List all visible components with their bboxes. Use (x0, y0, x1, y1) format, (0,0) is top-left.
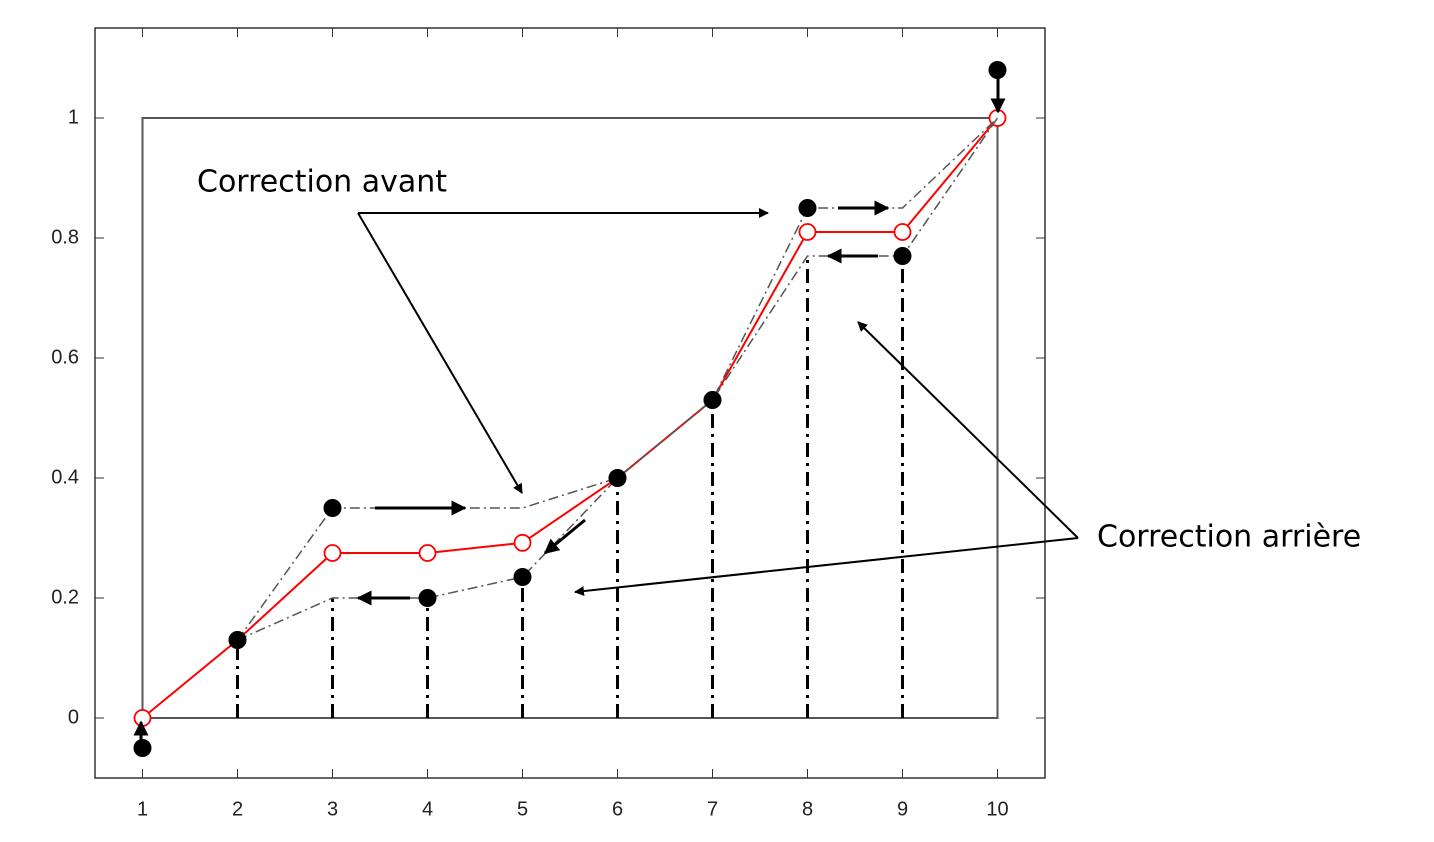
y-tick-label: 0.2 (51, 586, 79, 608)
x-tick-label: 6 (612, 798, 623, 820)
point (323, 544, 342, 562)
annotation-pointers (357, 208, 1079, 597)
x-tick-label: 4 (422, 798, 433, 820)
pointer (857, 321, 1079, 539)
y-tick-label: 0.8 (51, 226, 79, 248)
point (513, 568, 532, 586)
series-line (141, 117, 999, 719)
y-tick-label: 0 (68, 706, 79, 728)
annotation: Correction arrière (1097, 520, 1361, 555)
x-tick-label: 9 (897, 798, 908, 820)
point (893, 223, 912, 241)
axes-box (94, 27, 1046, 779)
arrow (543, 518, 586, 555)
correction-arrows (133, 72, 1006, 748)
point (893, 247, 912, 265)
point (608, 469, 627, 487)
point (228, 631, 247, 649)
x-tick-label: 10 (986, 798, 1008, 820)
reference-box (141, 117, 999, 719)
x-tick-label: 1 (137, 798, 148, 820)
y-tick-label: 0.4 (51, 466, 79, 488)
point (323, 499, 342, 517)
point (988, 61, 1007, 79)
point (418, 589, 437, 607)
point (798, 199, 817, 217)
point (798, 223, 817, 241)
y-tick-label: 0.6 (51, 346, 79, 368)
point (513, 533, 532, 552)
point (418, 544, 437, 562)
x-tick-label: 8 (802, 798, 813, 820)
annotation: Correction avant (197, 165, 447, 200)
series-line (236, 117, 999, 641)
y-tick-label: 1 (68, 106, 79, 128)
x-tick-label: 3 (327, 798, 338, 820)
x-tick-label: 5 (517, 798, 528, 820)
x-tick-label: 7 (707, 798, 718, 820)
x-tick-label: 2 (232, 798, 243, 820)
point (703, 391, 722, 409)
pointer (574, 537, 1079, 597)
plot-area: 0 0.2 0.4 0.6 0.8 1 1 2 3 4 5 6 7 8 9 10 (51, 28, 1045, 820)
pointer (357, 212, 523, 494)
